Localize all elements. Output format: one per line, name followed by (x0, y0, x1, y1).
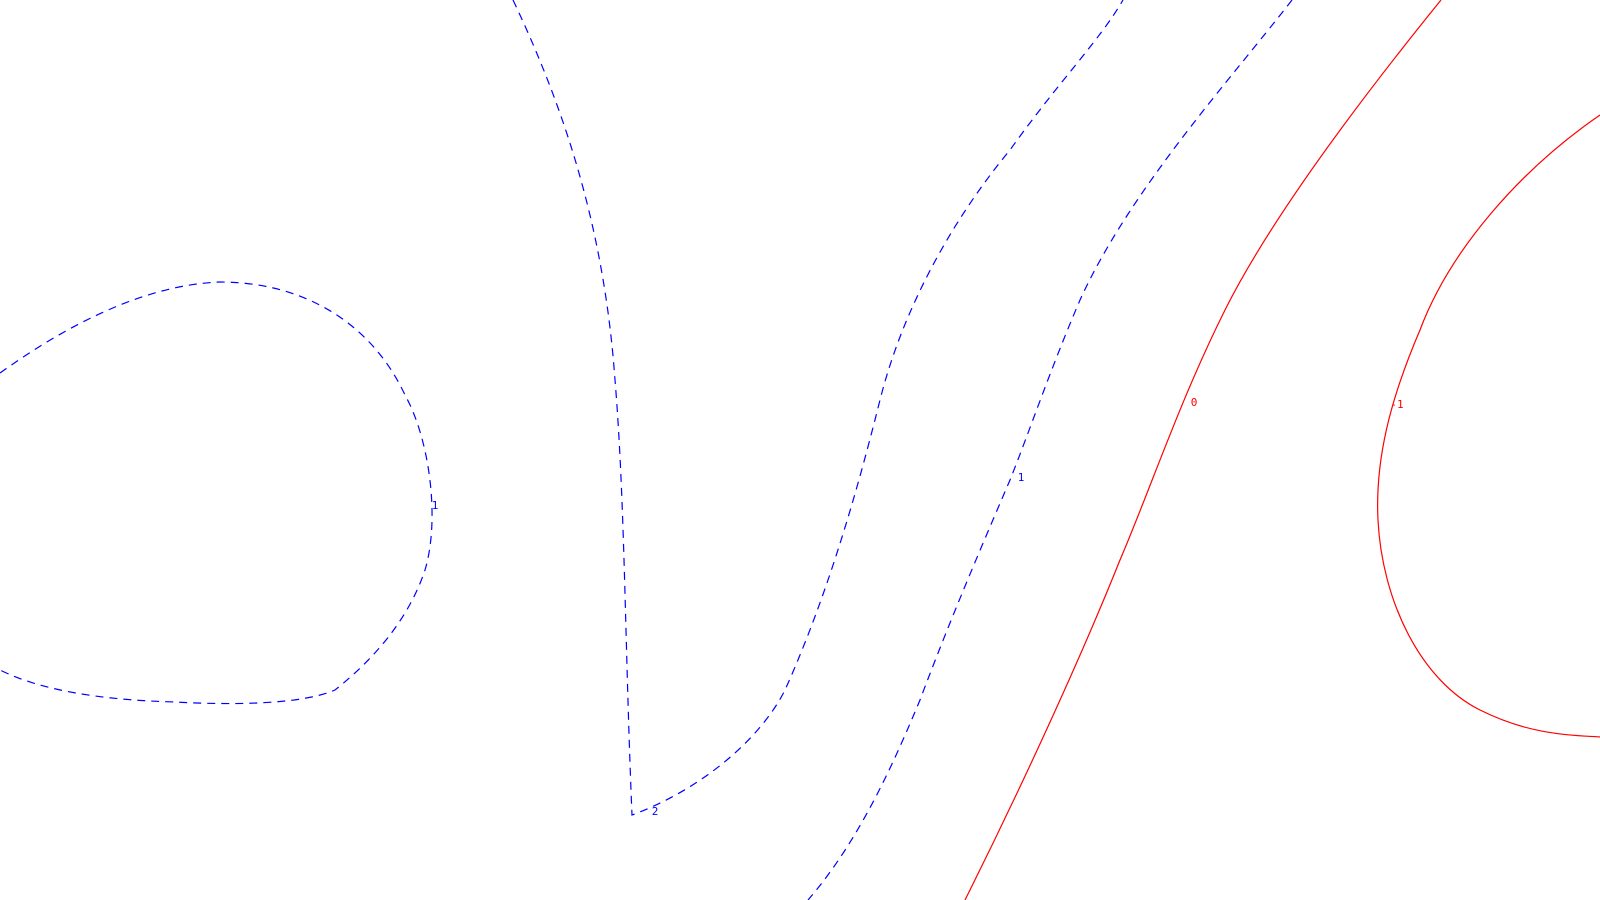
contour-label-level-1-left: 1 (432, 499, 439, 512)
contour-label-level-1-right: 1 (1018, 471, 1025, 484)
contour-line-level-0 (964, 0, 1442, 900)
contour-line-level-2 (512, 0, 1124, 816)
contour-line-level-minus-1 (1377, 114, 1600, 738)
contour-label-level-0: 0 (1191, 396, 1198, 409)
contour-line-level-1-right (807, 0, 1293, 900)
contour-label-level-minus-1: -1 (1390, 398, 1403, 411)
contour-label-level-2: 2 (652, 805, 659, 818)
contour-line-level-1-left (0, 281, 433, 705)
